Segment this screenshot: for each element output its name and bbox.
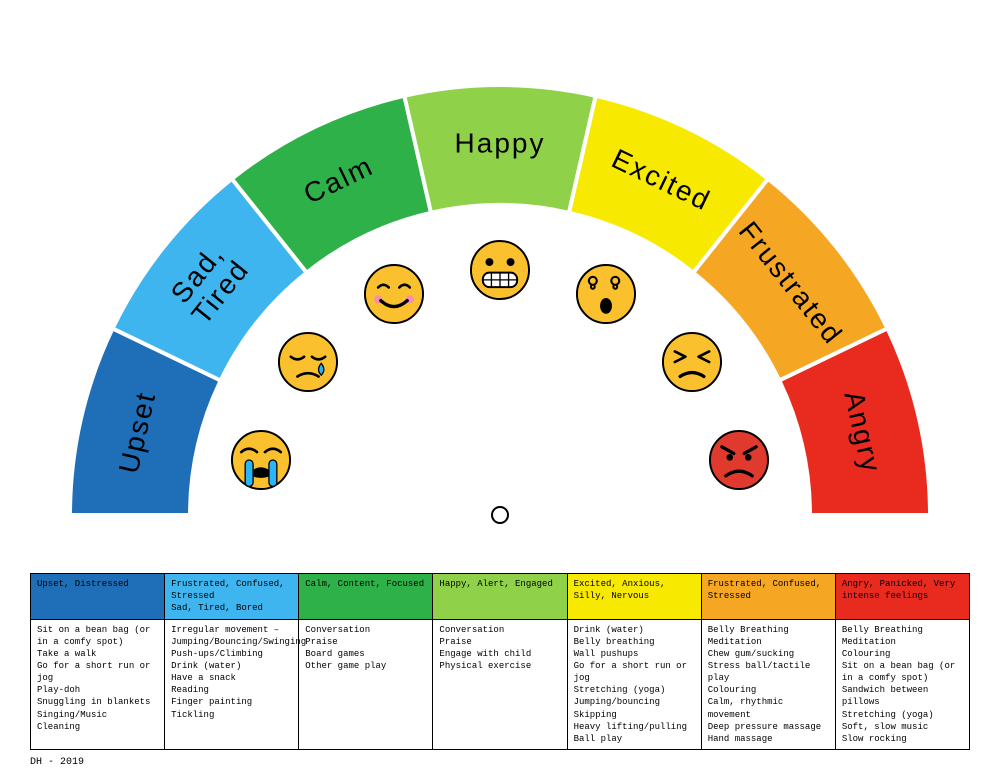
table-header-4: Excited, Anxious, Silly, Nervous	[567, 574, 701, 619]
emoji-frustrated	[659, 329, 725, 395]
arc-label-happy: Happy	[455, 127, 546, 158]
table-header-0: Upset, Distressed	[31, 574, 165, 619]
emoji-happy	[467, 237, 533, 303]
table-header-5: Frustrated, Confused, Stressed	[701, 574, 835, 619]
table-header-row: Upset, DistressedFrustrated, Confused, S…	[31, 574, 970, 619]
table-header-6: Angry, Panicked, Very intense feelings	[835, 574, 969, 619]
table-cell-0: Sit on a bean bag (or in a comfy spot) T…	[31, 619, 165, 749]
emoji-upset	[228, 427, 294, 493]
table-cell-6: Belly Breathing Meditation Colouring Sit…	[835, 619, 969, 749]
table-cell-1: Irregular movement – Jumping/Bouncing/Sw…	[165, 619, 299, 749]
strategies-table: Upset, DistressedFrustrated, Confused, S…	[30, 573, 970, 750]
table-cell-3: Conversation Praise Engage with child Ph…	[433, 619, 567, 749]
emoji-calm	[361, 261, 427, 327]
table-header-2: Calm, Content, Focused	[299, 574, 433, 619]
table-cell-2: Conversation Praise Board games Other ga…	[299, 619, 433, 749]
emotion-meter: UpsetSad,TiredCalmHappyExcitedFrustrated…	[0, 0, 1000, 772]
table-cell-5: Belly Breathing Meditation Chew gum/suck…	[701, 619, 835, 749]
pivot-dot	[491, 506, 509, 524]
footer-credit: DH - 2019	[30, 757, 84, 768]
table-body-row: Sit on a bean bag (or in a comfy spot) T…	[31, 619, 970, 749]
emoji-angry	[706, 427, 772, 493]
table-cell-4: Drink (water) Belly breathing Wall pushu…	[567, 619, 701, 749]
emoji-sad-tired	[275, 329, 341, 395]
emoji-excited	[573, 261, 639, 327]
table-header-3: Happy, Alert, Engaged	[433, 574, 567, 619]
table-header-1: Frustrated, Confused, Stressed Sad, Tire…	[165, 574, 299, 619]
